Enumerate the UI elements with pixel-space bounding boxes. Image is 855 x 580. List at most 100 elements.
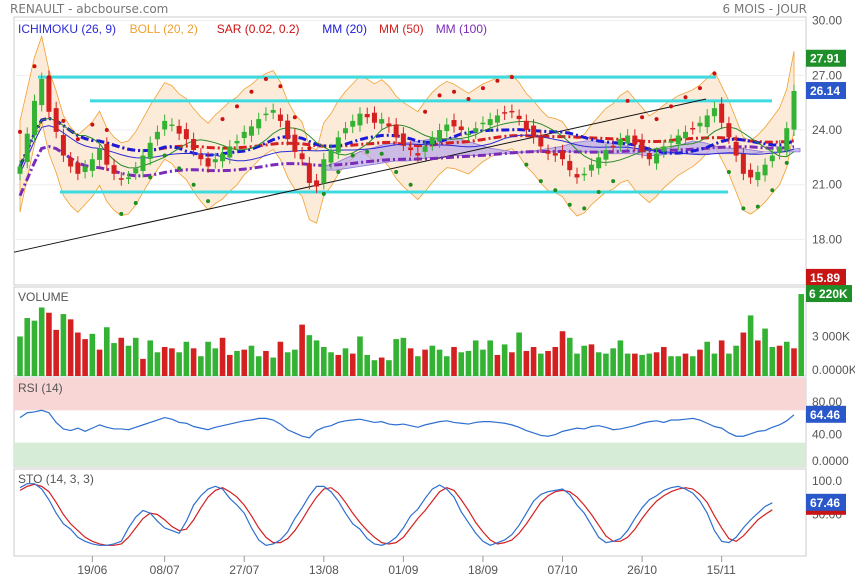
sar-dot <box>278 84 283 89</box>
candle-body <box>39 78 45 106</box>
x-tick-label: 19/06 <box>77 563 107 577</box>
candle-body <box>285 120 291 140</box>
sar-dot <box>220 117 225 122</box>
rsi-y-tick: 40.00 <box>812 428 842 442</box>
period-label: 6 MOIS - JOUR <box>722 2 807 16</box>
candle-body <box>89 159 95 171</box>
candle-body <box>343 128 349 134</box>
sar-dot <box>683 95 688 100</box>
last-close-badge: 26.14 <box>810 84 840 98</box>
candle-body <box>126 177 132 179</box>
candle-body <box>697 122 703 127</box>
candle-body <box>68 158 74 167</box>
volume-bar <box>675 356 682 376</box>
lowest-price-badge-bg <box>806 268 846 286</box>
sar-dot <box>133 200 138 205</box>
candle-body <box>552 153 558 156</box>
volume-bar <box>46 312 52 376</box>
candle-body <box>314 180 320 187</box>
volume-bar <box>328 352 334 376</box>
volume-bar <box>480 349 486 376</box>
candle-body <box>668 140 674 143</box>
candle-body <box>82 166 88 172</box>
candle-body <box>704 115 710 128</box>
volume-bar <box>67 319 74 376</box>
sar-dot <box>235 104 240 109</box>
volume-bar <box>270 357 276 376</box>
volume-bar <box>226 354 233 376</box>
volume-last-badge: 6 220K <box>809 287 848 301</box>
sar-dot <box>162 153 167 158</box>
candle-body <box>531 125 537 138</box>
volume-bar <box>241 349 248 376</box>
volume-bar <box>342 348 349 376</box>
volume-bar <box>509 352 515 376</box>
volume-bar <box>566 337 573 376</box>
volume-bar <box>451 347 457 376</box>
candle-body <box>133 168 139 174</box>
candle-body <box>617 139 623 146</box>
candle-body <box>509 110 515 113</box>
sto-panel-frame <box>13 468 807 557</box>
x-tick-label: 15/11 <box>707 563 736 577</box>
volume-bar <box>494 354 501 376</box>
sar-dot <box>726 169 731 174</box>
volume-bar <box>726 353 732 376</box>
candle-body <box>104 143 110 165</box>
candle-body <box>538 136 544 147</box>
price-y-tick: 21.00 <box>812 178 842 192</box>
volume-bar <box>704 341 710 376</box>
candle-body <box>386 123 392 127</box>
x-tick-label: 27/07 <box>229 563 259 577</box>
sar-dot <box>553 188 558 193</box>
candle-body <box>726 123 732 138</box>
candle-body <box>422 146 428 152</box>
volume-bar <box>740 332 747 376</box>
sar-dot <box>669 104 674 109</box>
legend-item-3: MM (20) <box>322 22 367 36</box>
volume-bar <box>118 337 125 376</box>
volume-bar <box>321 347 327 376</box>
candle-body <box>574 174 580 178</box>
volume-bar <box>248 345 255 376</box>
x-tick-label: 26/10 <box>627 563 657 577</box>
sar-dot <box>321 191 326 196</box>
candle-body <box>335 137 341 153</box>
volume-bar <box>38 307 45 376</box>
x-tick-label: 08/07 <box>150 563 180 577</box>
candle-body <box>487 119 493 126</box>
candle-body <box>690 127 696 130</box>
candle-body <box>191 138 197 151</box>
candle-body <box>97 148 103 160</box>
sto-k-line <box>19 483 773 546</box>
candle-body <box>755 171 761 181</box>
volume-bar <box>89 333 96 376</box>
sar-dot <box>741 206 746 211</box>
volume-bar <box>140 358 146 376</box>
sar-dot <box>119 211 124 216</box>
x-tick-label: 01/09 <box>388 563 418 577</box>
candle-body <box>350 120 356 127</box>
volume-bar <box>24 318 31 376</box>
candle-body <box>292 134 298 152</box>
candle-body <box>248 126 254 136</box>
volume-bar <box>776 345 783 376</box>
rsi-title: RSI (14) <box>18 381 63 395</box>
sto-d-line <box>19 483 773 546</box>
candle-body <box>357 113 363 126</box>
volume-bar <box>747 315 754 376</box>
candle-body <box>234 140 240 144</box>
candle-body <box>263 113 269 116</box>
sar-dot <box>567 202 572 207</box>
candle-body <box>791 91 797 130</box>
price-y-tick: 27.00 <box>812 68 842 82</box>
volume-bar <box>682 353 689 376</box>
sar-dot <box>538 179 543 184</box>
volume-bar <box>762 328 768 376</box>
candle-body <box>769 155 775 162</box>
candle-body <box>321 159 327 184</box>
volume-bar <box>718 340 725 376</box>
legend-item-5: MM (100) <box>436 22 487 36</box>
candle-body <box>111 165 117 174</box>
